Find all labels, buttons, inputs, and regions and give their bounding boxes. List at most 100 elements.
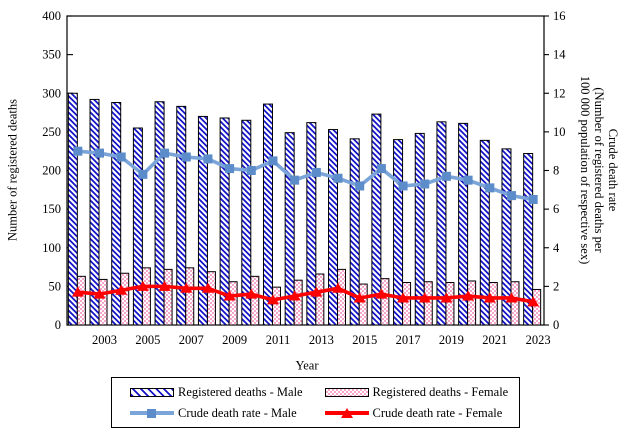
bar-male-2003 bbox=[89, 98, 100, 326]
axes: 0 50 100 150 200 250 300 350 400 0 2 4 6 8 10 12 14 16 200… bbox=[42, 9, 566, 347]
right-axis-tick-label: 8 bbox=[553, 164, 559, 178]
x-axis-title: Year bbox=[295, 358, 319, 373]
right-axis-tick-label: 10 bbox=[553, 125, 566, 139]
marker-female-2013 bbox=[310, 286, 323, 297]
marker-male-2009 bbox=[225, 164, 235, 174]
bar-male-2005 bbox=[132, 127, 143, 326]
bar-male-2012 bbox=[284, 132, 295, 326]
marker-female-2006 bbox=[158, 280, 171, 291]
marker-male-2004 bbox=[116, 152, 126, 162]
bar-male-2023 bbox=[523, 153, 534, 326]
bar-female-2005 bbox=[141, 267, 151, 326]
left-axis-title: Number of registered deaths bbox=[5, 99, 20, 241]
right-axis-title-line2: (Number of registered deaths per bbox=[592, 87, 606, 253]
marker-male-2015 bbox=[355, 181, 365, 191]
x-axis-tick-label: 2023 bbox=[526, 333, 551, 347]
marker-male-2017 bbox=[398, 181, 408, 191]
marker-male-2018 bbox=[420, 179, 430, 189]
marker-female-2005 bbox=[136, 280, 149, 291]
bar-female-2013 bbox=[315, 273, 325, 326]
bar-female-2010 bbox=[250, 275, 260, 326]
x-axis-tick-label: 2003 bbox=[92, 333, 117, 347]
bar-female-2008 bbox=[206, 271, 216, 326]
marker-female-2021 bbox=[483, 292, 496, 303]
marker-female-2002 bbox=[71, 286, 84, 297]
marker-female-2011 bbox=[266, 294, 279, 305]
bar-male-2014 bbox=[328, 129, 339, 326]
line-crude-death-rate-female bbox=[71, 280, 540, 307]
bar-female-2019 bbox=[445, 282, 455, 326]
legend-item-deaths-female: Registered deaths - Female bbox=[324, 385, 520, 399]
bar-male-2007 bbox=[176, 105, 187, 326]
marker-female-2014 bbox=[332, 282, 345, 293]
legend-label-rate-male: Crude death rate - Male bbox=[178, 405, 297, 420]
right-axis-tick-label: 14 bbox=[553, 48, 566, 62]
marker-male-2008 bbox=[203, 154, 213, 164]
bar-female-2020 bbox=[467, 280, 477, 326]
marker-male-2022 bbox=[506, 191, 516, 201]
bar-male-2008 bbox=[197, 115, 208, 326]
marker-male-2003 bbox=[95, 148, 105, 158]
bar-male-2021 bbox=[479, 139, 490, 326]
x-axis-tick-label: 2013 bbox=[309, 333, 334, 347]
left-axis-tick-label: 150 bbox=[42, 202, 61, 216]
x-axis-tick-label: 2005 bbox=[135, 333, 160, 347]
bars-registered-deaths-female bbox=[76, 267, 542, 326]
marker-male-2021 bbox=[485, 183, 495, 193]
left-axis-tick-label: 300 bbox=[42, 86, 61, 100]
legend-label-rate-female: Crude death rate - Female bbox=[372, 405, 503, 420]
bar-female-2004 bbox=[120, 272, 130, 326]
male-bar-swatch-icon bbox=[130, 387, 174, 397]
bar-female-2003 bbox=[98, 278, 108, 326]
bar-female-2017 bbox=[402, 282, 412, 326]
bar-female-2006 bbox=[163, 268, 173, 326]
bar-female-2022 bbox=[510, 281, 520, 326]
marker-female-2019 bbox=[440, 292, 453, 303]
bar-male-2022 bbox=[501, 148, 512, 326]
marker-female-2016 bbox=[375, 288, 388, 299]
right-axis-title-line1: Crude death rate bbox=[606, 128, 620, 212]
bar-female-2023 bbox=[532, 288, 542, 326]
marker-male-2011 bbox=[268, 156, 278, 166]
x-axis-tick-label: 2009 bbox=[222, 333, 247, 347]
right-axis-tick-label: 16 bbox=[553, 9, 566, 23]
legend-item-rate-female: Crude death rate - Female bbox=[324, 405, 520, 420]
marker-male-2006 bbox=[160, 148, 170, 158]
right-axis-title: Crude death rate (Number of registered d… bbox=[578, 76, 620, 265]
marker-male-2023 bbox=[528, 194, 538, 204]
left-axis-tick-label: 200 bbox=[42, 164, 61, 178]
left-axis-tick-label: 400 bbox=[42, 9, 61, 23]
marker-female-2008 bbox=[201, 282, 214, 293]
right-axis-tick-label: 6 bbox=[553, 202, 559, 216]
bar-male-2009 bbox=[219, 117, 230, 326]
left-axis-tick-label: 100 bbox=[42, 241, 61, 255]
left-axis-tick-label: 50 bbox=[49, 279, 62, 293]
female-bar-swatch-icon bbox=[324, 387, 369, 397]
marker-female-2015 bbox=[353, 292, 366, 303]
bar-male-2016 bbox=[371, 113, 382, 326]
marker-male-2016 bbox=[376, 164, 386, 174]
x-axis-tick-label: 2021 bbox=[482, 333, 507, 347]
marker-female-2010 bbox=[245, 288, 258, 299]
male-line-swatch-icon bbox=[130, 408, 174, 419]
bar-female-2018 bbox=[423, 281, 433, 326]
marker-male-2013 bbox=[311, 167, 321, 177]
bar-male-2018 bbox=[414, 132, 425, 326]
bar-male-2010 bbox=[241, 119, 252, 326]
marker-female-2017 bbox=[397, 292, 410, 303]
legend: Registered deaths - Male Registered deat… bbox=[111, 377, 520, 428]
bar-male-2006 bbox=[154, 101, 165, 326]
marker-female-2018 bbox=[418, 292, 431, 303]
bar-male-2011 bbox=[262, 103, 273, 326]
x-axis-tick-label: 2017 bbox=[396, 333, 421, 347]
marker-female-2022 bbox=[505, 292, 518, 303]
marker-male-2019 bbox=[441, 171, 451, 181]
bar-male-2015 bbox=[349, 138, 360, 326]
bar-female-2021 bbox=[488, 282, 498, 326]
bar-female-2012 bbox=[293, 279, 303, 326]
line-crude-death-rate-male bbox=[73, 146, 538, 204]
bar-male-2013 bbox=[306, 122, 317, 326]
marker-male-2007 bbox=[181, 152, 191, 162]
